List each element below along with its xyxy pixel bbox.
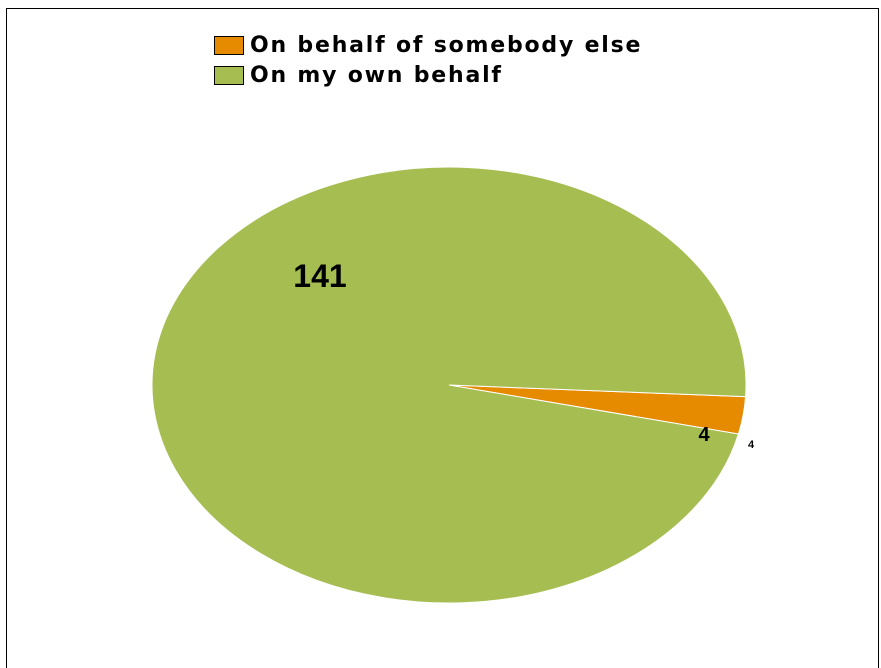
legend-swatch-own-behalf xyxy=(214,65,244,85)
pie-data-labels: 4 141 4 xyxy=(293,258,755,451)
chart-frame xyxy=(6,8,879,668)
pie-slices xyxy=(151,166,747,604)
legend-label-somebody-else: On behalf of somebody else xyxy=(250,32,643,58)
chart-legend: On behalf of somebody else On my own beh… xyxy=(214,30,642,90)
pie-slice-own-behalf xyxy=(151,166,747,604)
legend-item-own-behalf: On my own behalf xyxy=(214,60,642,90)
pie-overflow-label: 4 xyxy=(748,439,755,451)
legend-swatch-somebody-else xyxy=(214,35,244,55)
pie-data-label-0: 4 xyxy=(698,424,710,446)
legend-item-somebody-else: On behalf of somebody else xyxy=(214,30,642,60)
pie-data-label-1: 141 xyxy=(293,258,346,294)
legend-label-own-behalf: On my own behalf xyxy=(250,62,503,88)
